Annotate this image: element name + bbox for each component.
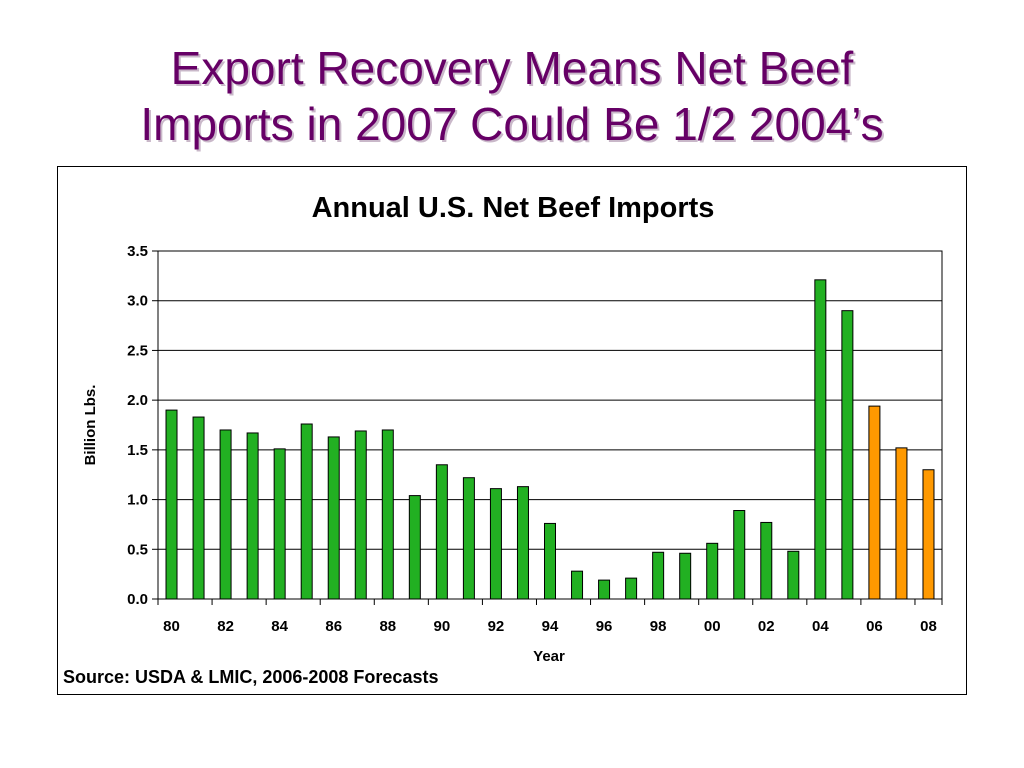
x-tick-label: 94: [542, 618, 559, 635]
x-tick-label: 02: [758, 618, 775, 635]
x-tick-label: 82: [217, 618, 234, 635]
bar-04: [814, 279, 827, 600]
bar-95: [571, 570, 584, 600]
y-tick-label: 1.0: [127, 492, 148, 509]
bar-chart: Annual U.S. Net Beef Imports Billion Lbs…: [82, 192, 943, 665]
bar-91: [462, 477, 475, 600]
bar-86: [327, 436, 340, 600]
y-tick-label: 1.5: [127, 442, 148, 459]
bar-94: [544, 522, 556, 600]
bar-99: [679, 552, 692, 600]
bar-80: [165, 409, 178, 600]
chart-title: Annual U.S. Net Beef Imports: [312, 192, 715, 224]
bar-84: [273, 448, 286, 600]
bar-97: [625, 577, 638, 600]
bar-93: [516, 486, 529, 600]
slide-title: Export Recovery Means Net Beef Imports i…: [0, 40, 1024, 152]
y-axis-label: Billion Lbs.: [82, 385, 99, 466]
y-tick-label: 2.0: [127, 392, 148, 409]
bar-98: [652, 551, 665, 600]
bar-03: [787, 550, 800, 600]
x-tick-label: 08: [920, 618, 937, 635]
y-tick-label: 0.5: [127, 541, 148, 558]
bar-01: [733, 510, 746, 600]
y-tick-label: 3.5: [127, 243, 148, 260]
bar-81: [192, 416, 205, 600]
bar-06: [868, 405, 881, 600]
plot-area: 0.0 0.5 1.0 1.5 2.0 2.5 3.0 3.5 80 82 84 86 88 90 92 94…: [127, 243, 943, 635]
x-tick-label: 04: [812, 618, 829, 635]
source-note: Source: USDA & LMIC, 2006-2008 Forecasts: [63, 667, 439, 687]
bar-08: [922, 469, 935, 600]
x-tick-label: 00: [704, 618, 721, 635]
x-axis-label: Year: [533, 648, 565, 665]
x-tick-label: 84: [271, 618, 288, 635]
y-tick-label: 2.5: [127, 342, 148, 359]
bar-00: [706, 542, 719, 600]
bar-85: [300, 423, 313, 600]
bar-05: [841, 310, 854, 600]
bar-89: [408, 495, 421, 600]
x-tick-label: 80: [163, 618, 180, 635]
bar-96: [598, 579, 611, 600]
x-tick-label: 96: [596, 618, 613, 635]
bar-88: [381, 429, 394, 600]
bar-90: [435, 464, 448, 600]
bar-87: [354, 430, 367, 600]
bar-07: [895, 447, 908, 600]
y-tick-label: 3.0: [127, 293, 148, 310]
slide-title-line-2: Imports in 2007 Could Be 1/2 2004’s: [140, 98, 884, 150]
x-tick-label: 86: [325, 618, 342, 635]
slide-title-line-1: Export Recovery Means Net Beef: [170, 42, 854, 94]
bar-83: [246, 432, 259, 600]
chart-frame: Annual U.S. Net Beef Imports Billion Lbs…: [57, 166, 967, 695]
x-tick-label: 98: [650, 618, 667, 635]
bar-02: [760, 521, 773, 600]
x-tick-label: 92: [488, 618, 505, 635]
x-tick-label: 88: [379, 618, 396, 635]
bar-82: [219, 429, 232, 600]
x-tick-label: 06: [866, 618, 883, 635]
y-tick-label: 0.0: [127, 591, 148, 608]
x-tick-label: 90: [434, 618, 451, 635]
bar-92: [489, 488, 502, 600]
